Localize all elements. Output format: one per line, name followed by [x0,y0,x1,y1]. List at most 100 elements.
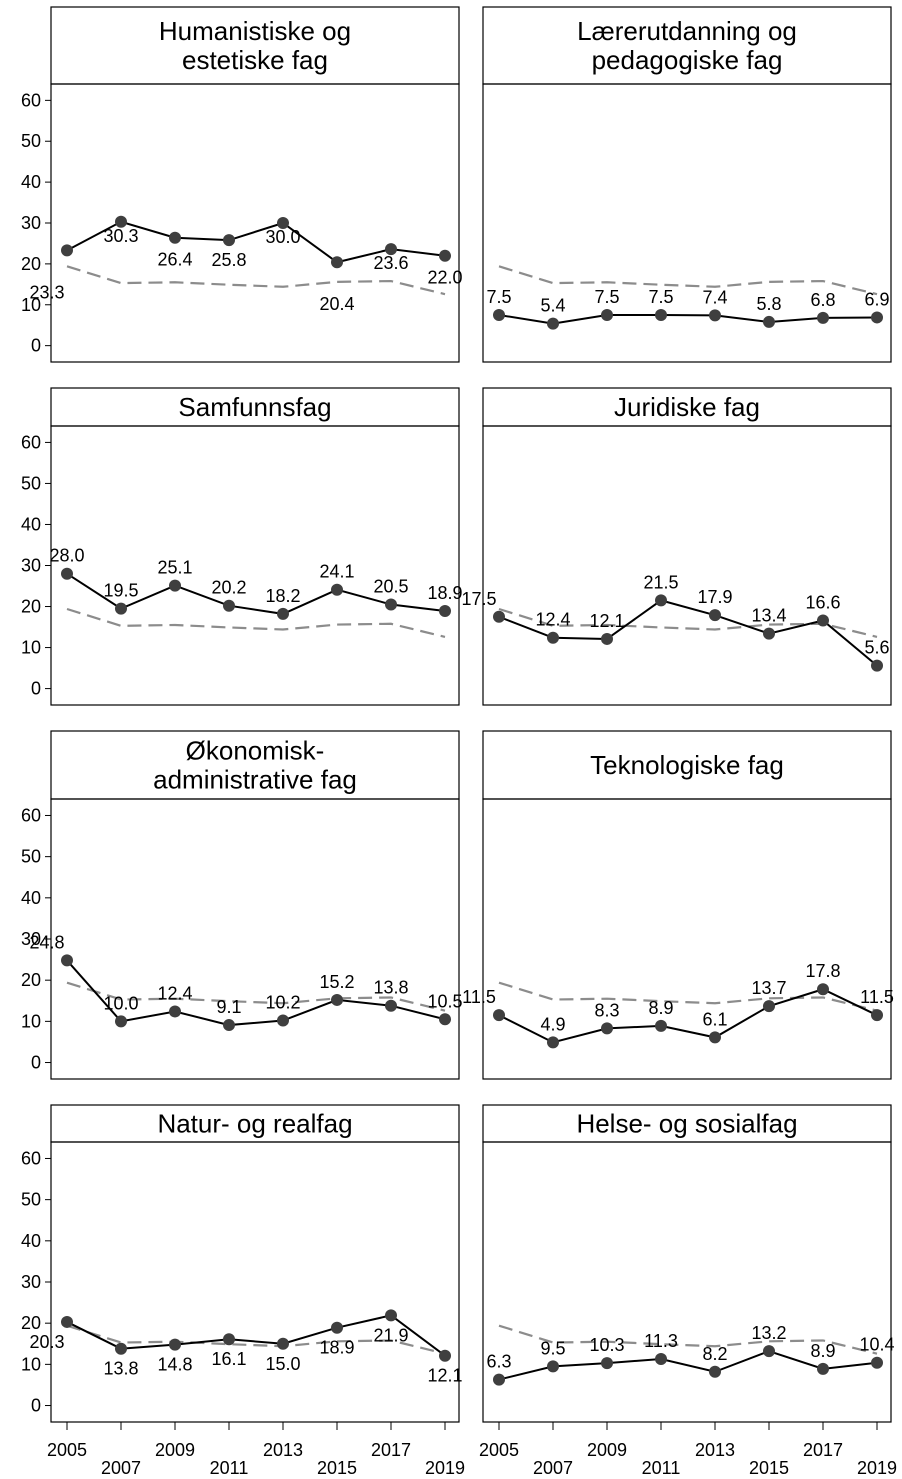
data-point [709,309,721,322]
data-label: 26.4 [157,250,192,270]
data-label: 14.8 [157,1355,192,1375]
data-point [709,609,721,622]
data-label: 20.3 [29,1332,64,1352]
data-point [385,598,397,611]
data-point [547,1360,559,1373]
y-tick-label: 40 [21,514,41,534]
reference-line [498,607,878,638]
panel-title: Natur- og realfag [157,1109,352,1139]
y-tick-label: 30 [21,1272,41,1292]
data-label: 6.3 [486,1352,511,1372]
data-label: 25.8 [211,250,246,270]
panel-3: Samfunnsfag 0 10 20 30 40 50 60 28.0 19.5 25.1 20.2… [21,387,463,706]
data-label: 18.9 [427,583,462,603]
data-point [817,983,829,996]
y-tick-label: 20 [21,970,41,990]
reference-line [498,265,878,296]
data-label: 13.8 [373,978,408,998]
reference-line [66,607,446,638]
data-point [601,308,613,321]
data-label: 8.3 [594,1000,619,1020]
panel-7: Natur- og realfag 0 10 20 30 40 50 60 20.3 13.8 14… [21,1104,465,1478]
reference-line [66,1324,446,1355]
y-tick-label: 0 [31,1396,41,1416]
x-tick-label: 2011 [642,1458,681,1478]
panel-title-strip [482,730,892,800]
data-point [223,1333,235,1346]
panel-title: Samfunnsfag [178,392,331,422]
data-point [115,1015,127,1028]
panel-title-strip [482,387,892,427]
data-point [547,631,559,644]
data-point [169,1338,181,1351]
series-line [66,572,446,615]
y-tick-label: 60 [21,805,41,825]
data-label: 9.5 [540,1338,565,1358]
data-label: 16.6 [805,592,840,612]
y-tick-label: 40 [21,1231,41,1251]
data-label: 25.1 [157,558,192,578]
y-tick-label: 50 [21,473,41,493]
data-point [61,1315,73,1328]
x-tick-label: 2007 [101,1458,141,1478]
series-line [498,599,878,667]
panel-title-strip [50,6,460,85]
data-label: 13.4 [751,606,786,626]
reference-line [498,981,878,1012]
data-point [493,610,505,623]
data-label: 24.8 [29,932,64,952]
x-tick-label: 2005 [479,1440,519,1460]
data-label: 12.4 [535,610,570,630]
data-point [223,1019,235,1032]
panel-title: Humanistiske og [159,16,351,46]
data-label: 12.1 [427,1366,462,1386]
data-label: 19.5 [103,581,138,601]
data-point [169,231,181,244]
data-label: 20.2 [211,578,246,598]
data-point [439,605,451,618]
reference-line [498,1324,878,1355]
data-label: 10.3 [589,1335,624,1355]
plot-frame [482,425,892,706]
data-point [763,627,775,640]
data-point [61,567,73,580]
data-point [61,954,73,967]
panel-title: Teknologiske fag [590,750,784,780]
data-label: 6.8 [810,290,835,310]
panel-5: Økonomisk-administrative fag 0 10 20 30 40 50 6… [21,730,463,1080]
data-point [547,1036,559,1049]
data-label: 30.0 [265,227,300,247]
series-line [498,1350,878,1381]
panel-title: estetiske fag [182,45,328,75]
series-line [66,959,446,1027]
data-label: 9.1 [216,997,241,1017]
data-point [115,1342,127,1355]
data-point [817,1362,829,1375]
y-tick-label: 0 [31,1053,41,1073]
x-tick-label: 2009 [587,1440,627,1460]
data-point [655,308,667,321]
data-point [439,1349,451,1362]
data-label: 4.9 [540,1014,565,1034]
panel-title-strip [50,730,460,800]
data-point [871,659,883,672]
y-tick-label: 20 [21,254,41,274]
x-tick-label: 2013 [263,1440,303,1460]
data-point [763,1000,775,1013]
y-tick-label: 50 [21,847,41,867]
data-point [817,614,829,627]
data-label: 17.5 [461,589,496,609]
data-label: 15.2 [319,972,354,992]
panel-title: Juridiske fag [614,392,760,422]
y-tick-label: 30 [21,556,41,576]
panel-title: administrative fag [153,765,357,795]
data-label: 8.9 [648,998,673,1018]
x-tick-label: 2013 [695,1440,735,1460]
data-label: 13.8 [103,1359,138,1379]
y-tick-label: 40 [21,888,41,908]
data-label: 11.5 [860,987,894,1007]
data-point [277,217,289,229]
series-line [66,1314,446,1357]
data-label: 10.0 [103,993,138,1013]
data-label: 30.3 [103,226,138,246]
